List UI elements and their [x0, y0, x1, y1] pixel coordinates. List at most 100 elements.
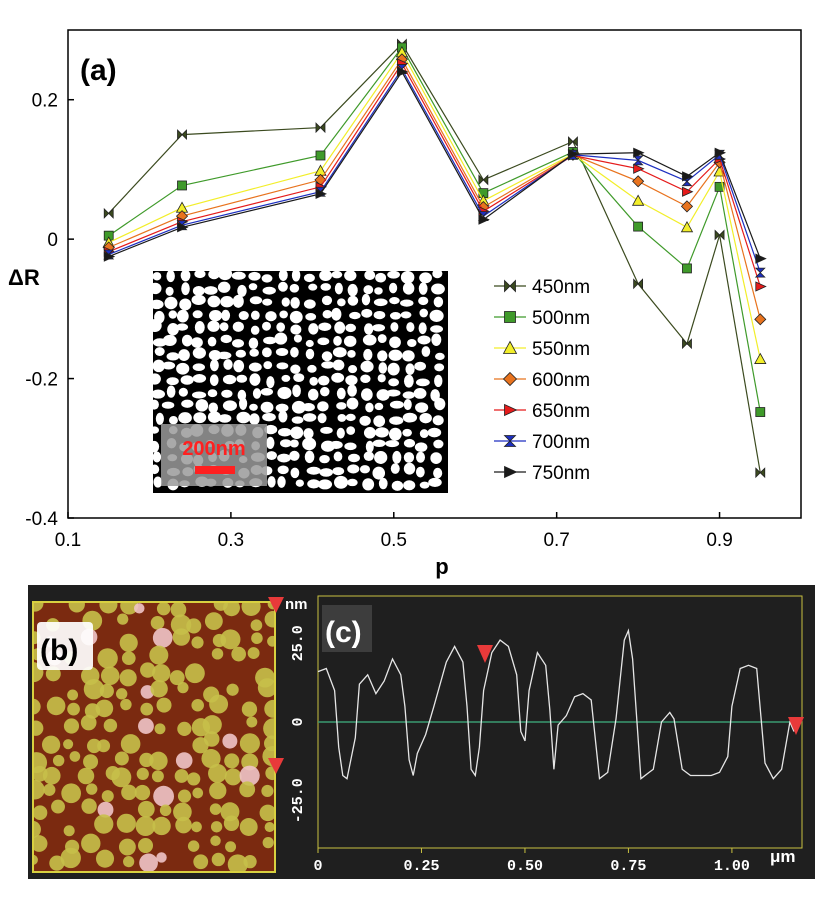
inset-grain: [415, 466, 425, 478]
inset-grain: [402, 428, 412, 437]
afm-grain: [208, 763, 227, 783]
inset-grain: [290, 467, 300, 479]
inset-grain: [236, 374, 248, 383]
square-marker: [755, 407, 766, 417]
afm-grain: [111, 767, 132, 788]
inset-grain: [331, 271, 343, 279]
inset-grain: [333, 451, 343, 462]
inset-grain: [166, 352, 180, 361]
afm-grain: [119, 669, 137, 687]
triangle-right-marker: [397, 66, 409, 77]
inset-grain: [235, 349, 247, 358]
x-tick-label-c: 0.25: [403, 858, 439, 875]
triangle-right-marker: [755, 281, 767, 292]
afm-grain: [177, 721, 192, 736]
inset-grain: [346, 397, 359, 410]
triangle-right-marker: [504, 465, 518, 479]
inset-grain: [168, 416, 178, 425]
inset-grain: [208, 402, 219, 413]
y-tick-label-a: -0.2: [25, 370, 58, 391]
afm-grain: [138, 718, 154, 734]
afm-grain: [97, 648, 118, 669]
inset-grain: [207, 320, 220, 332]
panel-c-profile-chart: 0 0.25 0.50 0.75 1.00 25.0 0 -25.0 (c) nm μm: [285, 595, 804, 875]
afm-grain: [68, 602, 85, 613]
afm-grain: [224, 768, 242, 786]
inset-grain: [403, 374, 414, 388]
inset-grain: [308, 388, 319, 401]
inset-grain: [302, 413, 317, 422]
inset-grain: [290, 364, 301, 374]
afm-grain: [191, 698, 204, 712]
legend-label: 700nm: [532, 432, 590, 453]
afm-grain: [220, 629, 241, 650]
x-tick-label-a: 0.9: [706, 530, 732, 551]
inset-grain: [421, 346, 431, 357]
inset-grain: [208, 271, 220, 280]
inset-grain: [238, 311, 249, 321]
afm-grain: [33, 720, 44, 736]
inset-grain: [377, 334, 387, 344]
inset-grain: [295, 479, 304, 487]
afm-grain: [156, 602, 171, 616]
inset-grain: [164, 296, 178, 310]
inset-grain: [348, 453, 360, 463]
afm-grain: [152, 816, 171, 836]
afm-grain: [77, 767, 95, 785]
inset-grain: [347, 350, 356, 358]
inset-grain: [317, 337, 330, 346]
afm-grain: [149, 645, 169, 665]
afm-grain: [41, 735, 61, 754]
inset-grain: [333, 475, 348, 489]
square-marker: [714, 181, 725, 192]
bowtie-marker: [714, 229, 725, 241]
afm-grain: [149, 751, 168, 771]
inset-grain: [193, 412, 207, 424]
inset-grain: [181, 282, 190, 296]
inset-grain: [279, 310, 288, 319]
afm-grain: [159, 804, 172, 817]
inset-grain: [344, 442, 357, 451]
y-tick-label-c: 25.0: [290, 625, 307, 661]
afm-grain: [60, 847, 81, 869]
inset-grain: [166, 377, 179, 386]
inset-grain: [293, 373, 305, 382]
afm-grain: [243, 855, 257, 869]
inset-grain: [430, 325, 444, 333]
panel-a-chart: 0.1 0.3 0.5 0.7 0.9 -0.4 -0.2 0 0.2 200nm 450nm 5…: [8, 29, 802, 579]
inset-grain: [347, 478, 358, 487]
inset-grain: [262, 321, 271, 331]
triangle-right-marker: [478, 214, 490, 225]
afm-grain: [140, 662, 156, 678]
afm-grain: [101, 790, 114, 803]
inset-grain: [153, 476, 163, 488]
inset-grain: [321, 361, 335, 369]
afm-grain: [170, 602, 187, 618]
afm-grain: [210, 835, 221, 847]
inset-grain: [274, 332, 288, 345]
inset-grain: [278, 281, 288, 292]
panel-a-series: [102, 38, 767, 479]
inset-grain: [291, 271, 301, 282]
inset-grain: [407, 338, 417, 347]
panel-b-label: (b): [40, 634, 78, 667]
inset-grain: [345, 375, 358, 386]
inset-micrograph: 200nm: [153, 271, 448, 493]
inset-grain: [319, 468, 333, 477]
inset-grain: [403, 452, 415, 463]
inset-grain: [363, 348, 373, 361]
afm-grain: [241, 753, 259, 771]
inset-grain: [388, 378, 400, 387]
afm-grain: [250, 619, 263, 632]
afm-grain: [33, 805, 48, 820]
afm-grain: [33, 779, 45, 800]
inset-grain: [385, 440, 400, 448]
inset-grain: [153, 464, 160, 475]
inset-grain: [305, 348, 315, 360]
inset-grain: [329, 440, 343, 449]
inset-grain: [433, 467, 443, 479]
inset-grain: [319, 271, 333, 281]
profile-marker-right: [788, 717, 804, 735]
afm-grain: [184, 663, 205, 684]
afm-grain: [231, 646, 247, 662]
